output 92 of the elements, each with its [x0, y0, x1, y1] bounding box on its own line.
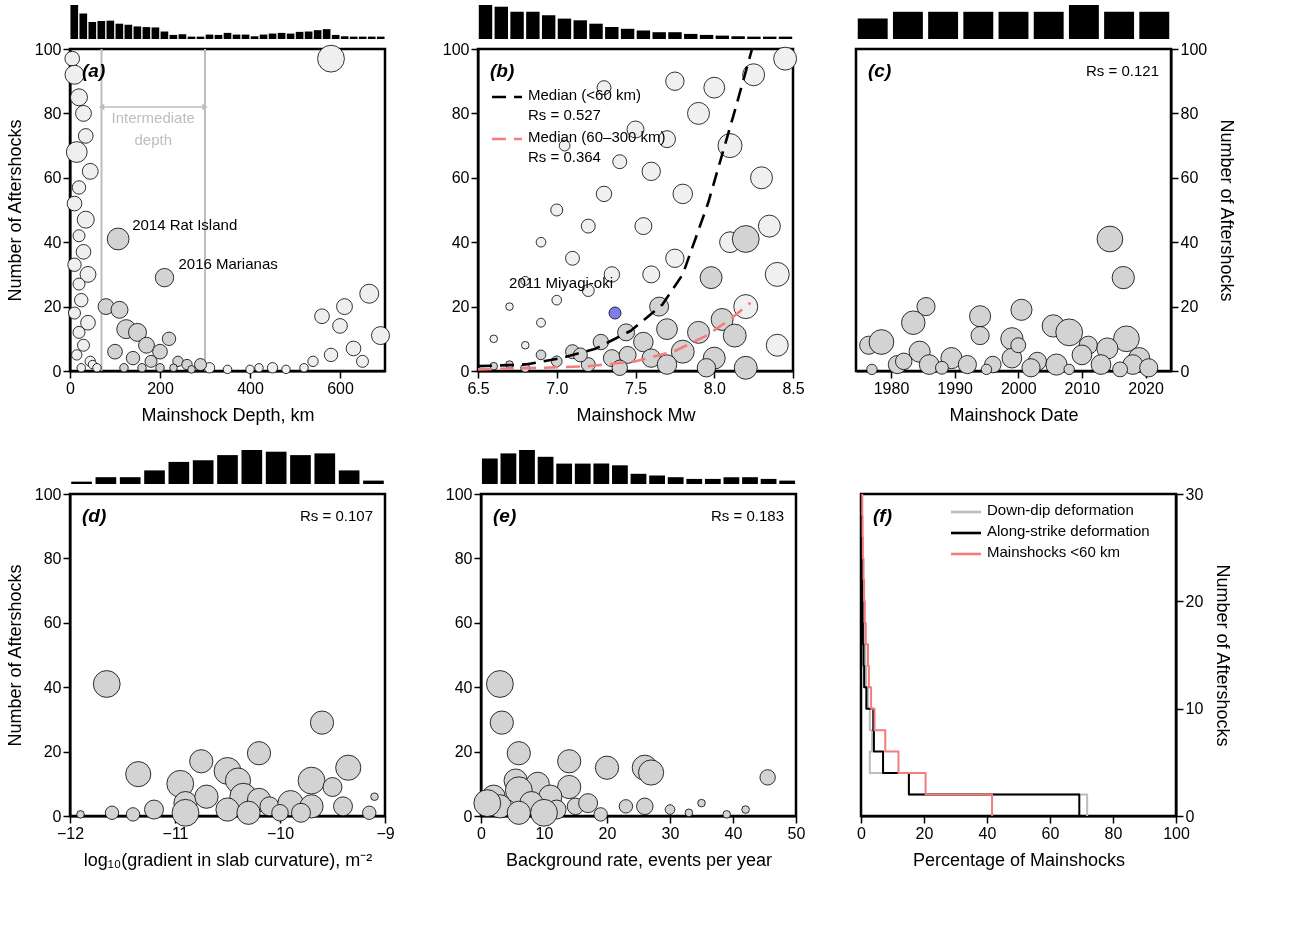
y-tick-label: 60: [43, 614, 62, 632]
annotation: Rs = 0.107: [300, 507, 373, 524]
y-tick-label: 80: [43, 104, 62, 122]
annotation: (f): [873, 505, 892, 526]
x-tick-label: 10: [535, 824, 554, 842]
y-tick-label: 20: [43, 743, 62, 761]
y-tick-label: 20: [43, 298, 62, 316]
x-axis-title: Mainshock Date: [949, 404, 1079, 425]
x-tick-label: 0: [66, 379, 76, 397]
x-axis-title: log₁₀(gradient in slab curvature), m⁻²: [83, 849, 373, 870]
y2-tick-label: 80: [1180, 104, 1199, 122]
legend-label: Median (<60 km) Rs = 0.527: [528, 86, 641, 123]
legend-label: Along-strike deformation: [987, 522, 1150, 539]
y-tick-label: 40: [451, 233, 470, 251]
annotation: (c): [868, 60, 892, 81]
x-tick-label: 2020: [1128, 379, 1164, 397]
x-tick-label: 8.0: [703, 379, 726, 397]
annotation: (b): [490, 60, 515, 81]
x-tick-label: 80: [1104, 824, 1123, 842]
x-tick-label: 2010: [1064, 379, 1101, 397]
y-axis-title: Number of Aftershocks: [4, 564, 25, 747]
annotation: (e): [493, 505, 517, 526]
y-tick-label: 80: [454, 549, 473, 567]
y2-tick-label: 100: [1180, 40, 1208, 58]
x-tick-label: 7.5: [624, 379, 648, 397]
y-tick-label: 20: [451, 298, 470, 316]
x-tick-label: 0: [857, 824, 867, 842]
y-tick-label: 0: [52, 807, 62, 825]
y-tick-label: 100: [34, 485, 62, 503]
x-tick-label: 60: [1041, 824, 1060, 842]
x-tick-label: −12: [56, 824, 85, 842]
x-tick-label: 6.5: [467, 379, 490, 397]
x-tick-label: 1990: [937, 379, 974, 397]
x-tick-label: 200: [147, 379, 174, 397]
ref-line-label: Intermediate depth: [111, 109, 195, 148]
y2-tick-label: 60: [1180, 169, 1199, 187]
x-tick-label: 0: [477, 824, 487, 842]
y-tick-label: 60: [454, 614, 473, 632]
x-tick-label: −10: [266, 824, 295, 842]
x-tick-label: 50: [787, 824, 806, 842]
x-tick-label: 100: [1163, 824, 1190, 842]
x-axis-title: Background rate, events per year: [505, 849, 773, 870]
y2-axis-title: Number of Aftershocks: [1213, 564, 1234, 747]
y-tick-label: 80: [451, 104, 470, 122]
x-tick-label: 1980: [873, 379, 910, 397]
y-tick-label: 20: [454, 743, 473, 761]
y-tick-label: 40: [43, 233, 62, 251]
legend-label: Down-dip deformation: [987, 501, 1134, 518]
x-tick-label: 30: [661, 824, 680, 842]
y2-tick-label: 10: [1185, 700, 1204, 718]
y2-tick-label: 0: [1180, 362, 1190, 380]
y2-tick-label: 40: [1180, 233, 1199, 251]
x-tick-label: −9: [376, 824, 395, 842]
y-tick-label: 40: [43, 678, 62, 696]
x-tick-label: 2000: [1000, 379, 1037, 397]
y-tick-label: 60: [43, 169, 62, 187]
y-tick-label: 0: [52, 362, 62, 380]
y-tick-label: 0: [460, 362, 470, 380]
x-tick-label: 7.0: [546, 379, 569, 397]
y2-tick-label: 30: [1185, 485, 1204, 503]
y2-tick-label: 0: [1185, 807, 1195, 825]
y-tick-label: 100: [445, 485, 473, 503]
x-tick-label: −11: [162, 824, 189, 842]
y-tick-label: 100: [442, 40, 470, 58]
x-axis-title: Mainshock Mw: [576, 404, 697, 425]
annotation: (a): [82, 60, 106, 81]
x-tick-label: 40: [724, 824, 743, 842]
annotation: Rs = 0.183: [711, 507, 784, 524]
x-tick-label: 8.5: [782, 379, 805, 397]
annotation: 2016 Marianas: [178, 254, 278, 272]
legend-label: Median (60–300 km) Rs = 0.364: [528, 128, 666, 165]
y-tick-label: 80: [43, 549, 62, 567]
x-tick-label: 400: [237, 379, 264, 397]
x-tick-label: 20: [598, 824, 617, 842]
x-axis-title: Percentage of Mainshocks: [912, 849, 1126, 870]
y2-axis-title: Number of Aftershocks: [1217, 119, 1238, 302]
y-tick-label: 0: [463, 807, 473, 825]
y-tick-label: 40: [454, 678, 473, 696]
y-axis-title: Number of Aftershocks: [4, 119, 25, 302]
annotation: Rs = 0.121: [1086, 62, 1159, 79]
y-tick-label: 100: [34, 40, 62, 58]
x-tick-label: 40: [978, 824, 997, 842]
x-tick-label: 20: [915, 824, 934, 842]
y2-tick-label: 20: [1180, 298, 1199, 316]
x-axis-title: Mainshock Depth, km: [141, 404, 315, 425]
y-tick-label: 60: [451, 169, 470, 187]
annotation: (d): [82, 505, 107, 526]
x-tick-label: 600: [327, 379, 354, 397]
annotation: 2011 Miyagi-oki: [509, 274, 614, 292]
legend-label: Mainshocks <60 km: [987, 543, 1120, 560]
y2-tick-label: 20: [1185, 592, 1204, 610]
annotation: 2014 Rat Island: [132, 215, 238, 233]
